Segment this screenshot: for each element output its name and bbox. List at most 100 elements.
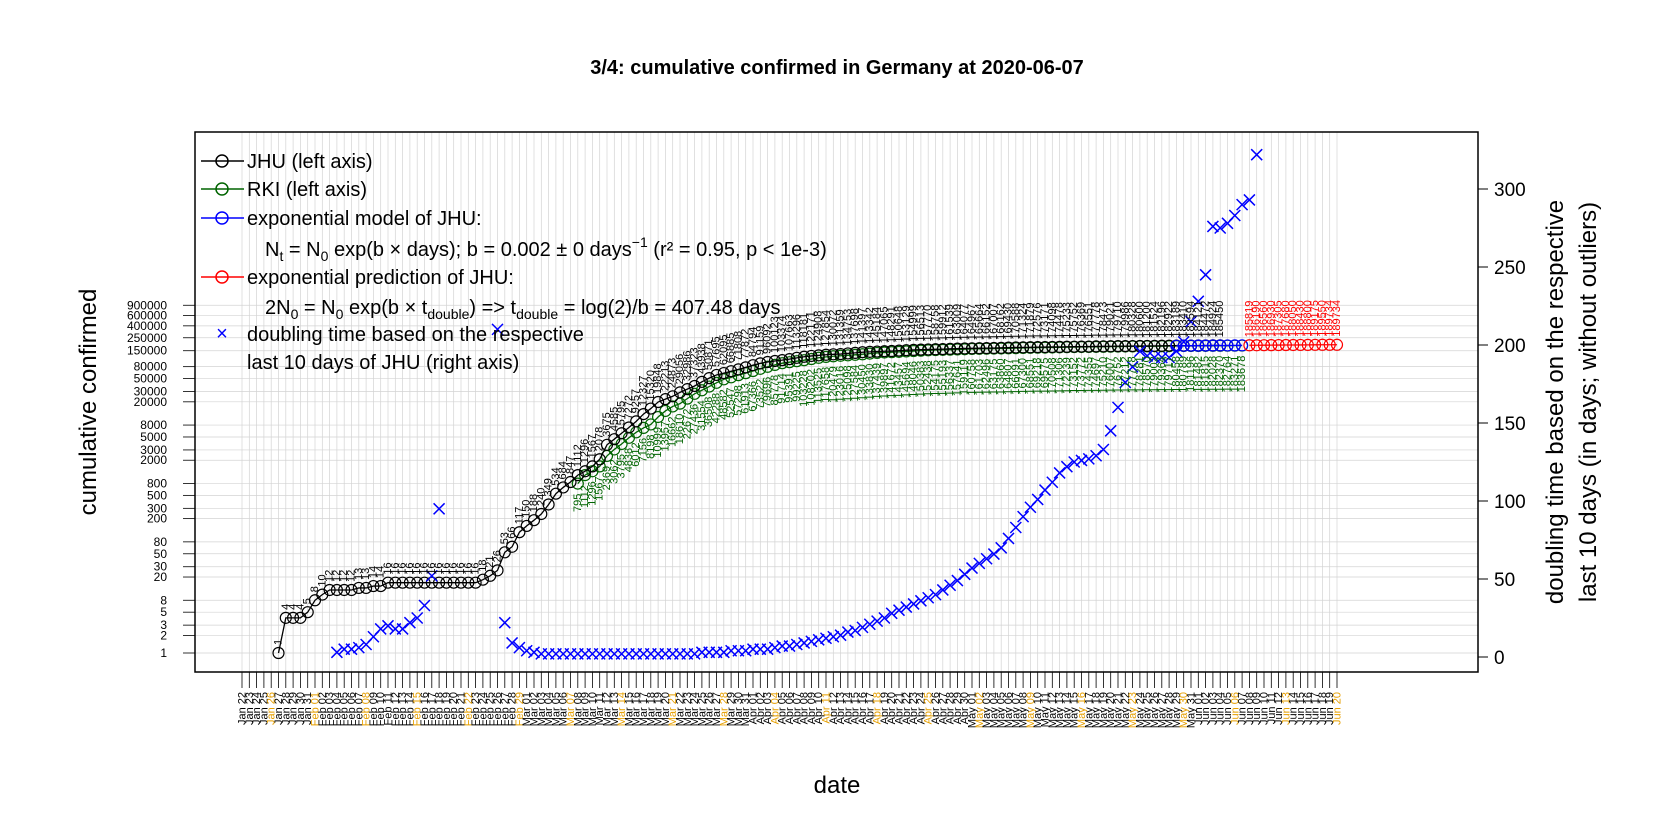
prediction-value-label: 186560 [1258, 300, 1270, 337]
doubling-point [1184, 315, 1198, 328]
jhu-value-label: 145184 [871, 307, 883, 344]
x-tick-label: Apr 24 [915, 692, 927, 724]
jhu-point [980, 342, 993, 355]
x-tick-label: Mar 23 [682, 692, 694, 726]
rki-point [695, 384, 709, 397]
doubling-point [527, 646, 541, 659]
rki-value-label: 127584 [849, 365, 861, 402]
rki-value-label: 6012 [630, 442, 642, 466]
rki-value-label: 31554 [696, 400, 708, 431]
jhu-value-label: 22213 [659, 361, 671, 392]
x-tick-label: Apr 20 [886, 692, 898, 724]
left-tick-label: 250000 [127, 331, 167, 345]
doubling-point [1141, 349, 1154, 362]
jhu-point [951, 342, 964, 355]
jhu-value-label: 182922 [1163, 301, 1175, 338]
x-tick-label: Mar 24 [689, 692, 701, 726]
doubling-point [433, 502, 446, 515]
prediction-point [1250, 339, 1263, 352]
jhu-point [622, 421, 636, 434]
x-tick-label: Apr 02 [755, 692, 767, 724]
rki-value-label: 161703 [973, 359, 985, 396]
rki-value-label: 157641 [951, 359, 963, 396]
jhu-point [827, 348, 840, 361]
legend-doubling-label-2: last 10 days of JHU (right axis) [247, 352, 519, 374]
doubling-point [827, 630, 840, 643]
jhu-point [571, 469, 584, 482]
doubling-point [834, 629, 847, 642]
jhu-point [513, 526, 526, 539]
prediction-value-label: 188050 [1287, 300, 1299, 337]
left-tick-label: 3 [160, 618, 167, 632]
jhu-value-label: 1 [273, 639, 285, 645]
doubling-point [1236, 198, 1249, 211]
jhu-value-label: 534 [550, 467, 562, 485]
jhu-value-label: 18 [477, 559, 489, 571]
jhu-value-label: 14 [367, 566, 379, 578]
jhu-point [958, 342, 971, 355]
x-tick-label: Apr 11 [821, 692, 833, 724]
rki-value-label: 145694 [900, 361, 912, 398]
jhu-value-label: 177778 [1090, 302, 1102, 339]
jhu-point [1016, 341, 1030, 354]
x-tick-label: May 05 [996, 692, 1008, 728]
legend-model-formula: Nt = N0 exp(b × days); b = 0.002 ± 0 day… [265, 234, 827, 264]
rki-value-label: 85778 [769, 375, 781, 406]
right-tick-label: 0 [1494, 648, 1505, 669]
jhu-value-label: 53 [499, 532, 511, 544]
jhu-point [710, 368, 723, 382]
doubling-point [1228, 209, 1241, 222]
jhu-point [878, 345, 891, 358]
jhu-value-label: 161539 [944, 304, 956, 341]
jhu-value-label: 148291 [886, 306, 898, 343]
jhu-point [1104, 340, 1117, 353]
x-tick-label: Jun 05 [1222, 692, 1234, 725]
x-tick-label: Mar 15 [623, 692, 635, 726]
x-tick-label: Apr 18 [872, 692, 884, 724]
rki-value-label: 99225 [791, 371, 803, 402]
x-tick-label: Apr 01 [748, 692, 760, 724]
doubling-point [1243, 193, 1256, 206]
x-tick-label: Apr 23 [908, 692, 920, 724]
jhu-point [856, 346, 869, 359]
jhu-point [360, 581, 373, 595]
x-tick-label: Feb 09 [368, 692, 380, 726]
jhu-value-label: 166152 [981, 303, 993, 340]
rki-point [651, 410, 665, 424]
rki-value-label: 182764 [1222, 356, 1234, 393]
x-tick-label: May 07 [1010, 692, 1022, 728]
jhu-point [1053, 340, 1066, 353]
rki-value-label: 18610 [674, 414, 686, 445]
x-tick-label: Jan 26 [266, 692, 278, 725]
rki-value-label: 125098 [842, 365, 854, 402]
model-point [1221, 339, 1234, 352]
jhu-value-label: 181524 [1149, 301, 1161, 338]
jhu-point [651, 395, 665, 409]
x-tick-label: Apr 12 [828, 692, 840, 724]
x-tick-label: Feb 23 [470, 692, 482, 726]
doubling-point [936, 583, 949, 596]
rki-point [776, 357, 789, 370]
jhu-value-label: 29056 [674, 354, 686, 385]
left-tick-label: 900000 [127, 298, 167, 312]
x-tick-label: May 21 [1113, 692, 1125, 728]
jhu-value-label: 4585 [608, 407, 620, 431]
doubling-point [892, 604, 906, 617]
x-tick-label: Jun 19 [1324, 692, 1336, 725]
jhu-value-label: 174478 [1054, 302, 1066, 339]
model-point [1206, 339, 1220, 352]
rki-point [659, 404, 672, 418]
x-tick-label: Mar 07 [565, 692, 577, 726]
jhu-point [272, 646, 285, 660]
doubling-point [374, 622, 387, 635]
rki-value-label: 91714 [776, 373, 788, 404]
x-axis-title: date [814, 772, 861, 799]
jhu-point [630, 415, 643, 428]
jhu-value-label: 181200 [1141, 301, 1153, 338]
doubling-point [1068, 455, 1081, 469]
jhu-value-label: 684 [557, 461, 569, 479]
doubling-point [863, 618, 876, 631]
x-tick-label: Feb 20 [448, 692, 460, 726]
jhu-value-label: 57695 [711, 336, 723, 367]
right-tick-label: 150 [1494, 414, 1526, 435]
